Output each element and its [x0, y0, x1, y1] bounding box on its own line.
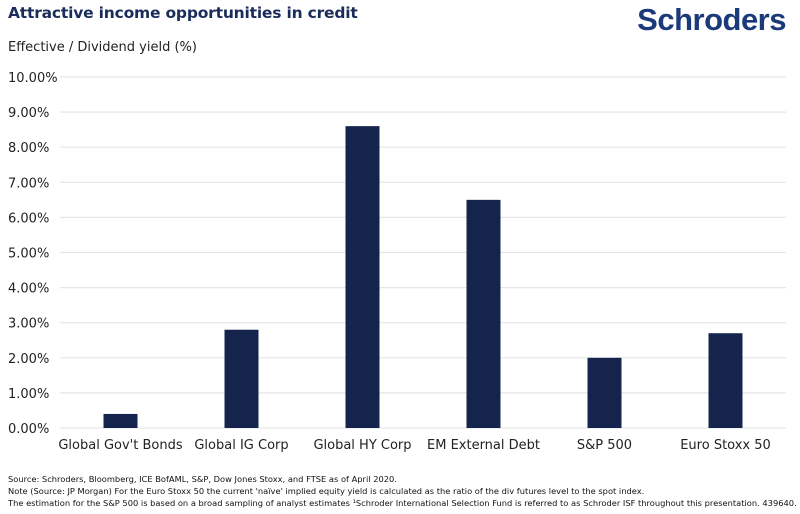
- footnote-note: Note (Source: JP Morgan) For the Euro St…: [8, 486, 645, 496]
- y-tick-label: 6.00%: [8, 211, 49, 226]
- y-tick-label: 1.00%: [8, 387, 49, 402]
- y-tick-label: 3.00%: [8, 317, 49, 332]
- bar: [224, 329, 259, 428]
- x-tick-label: Global Gov't Bonds: [58, 438, 182, 453]
- footnote-estimation: The estimation for the S&P 500 is based …: [8, 498, 797, 508]
- y-tick-label: 2.00%: [8, 352, 49, 367]
- y-tick-label: 4.00%: [8, 282, 49, 297]
- y-tick-label: 0.00%: [8, 422, 49, 437]
- x-tick-label: Global IG Corp: [194, 438, 288, 453]
- y-tick-label: 9.00%: [8, 106, 49, 121]
- x-tick-label: Global HY Corp: [313, 438, 411, 453]
- x-tick-label: EM External Debt: [427, 438, 540, 453]
- bar: [103, 413, 138, 428]
- x-tick-label: Euro Stoxx 50: [680, 438, 771, 453]
- bar: [345, 126, 380, 428]
- footnote-source: Source: Schroders, Bloomberg, ICE BofAML…: [8, 474, 397, 484]
- chart-title: Attractive income opportunities in credi…: [8, 4, 358, 22]
- bar: [466, 199, 501, 428]
- y-tick-label: 10.00%: [8, 71, 58, 86]
- x-tick-label: S&P 500: [577, 438, 632, 453]
- schroders-logo: Schroders: [637, 2, 786, 37]
- y-tick-label: 7.00%: [8, 176, 49, 191]
- y-axis-title: Effective / Dividend yield (%): [8, 40, 197, 55]
- bar: [587, 357, 622, 428]
- y-tick-label: 5.00%: [8, 247, 49, 262]
- y-tick-label: 8.00%: [8, 141, 49, 156]
- bar: [708, 333, 743, 428]
